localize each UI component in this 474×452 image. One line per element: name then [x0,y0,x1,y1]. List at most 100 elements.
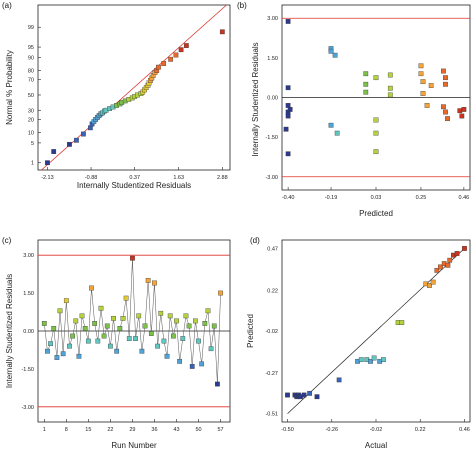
panel-d-point [462,246,467,251]
panel-a-xtick-label: 1.63 [173,175,184,181]
panel-a-point [219,29,225,35]
panel-b-point [373,75,379,81]
panel-c-xtick-label: 8 [65,427,68,433]
panel-b-ytick-label: 1.50 [267,56,278,62]
panel-b-xlabel: Predicted [359,209,393,218]
panel-c-point [208,346,214,352]
panel-c-point [126,336,132,341]
panel-b-ytick-label: -3.00 [265,175,278,181]
panel-c-point [120,315,126,321]
panel-a-frame [37,4,231,171]
panel-b-point [285,85,291,91]
panel-c-point [73,318,79,324]
panel-b-xtick-label: 0.46 [459,195,470,201]
panel-a-ytick-label: 50 [28,93,34,99]
panel-d-ytick-label: 0.22 [267,289,278,295]
panel-c-point [161,338,167,344]
panel-c-point [51,326,57,331]
panel-d-point [427,283,432,288]
panel-c-point [41,321,47,326]
panel-c-point [196,338,201,344]
panel-c-point [205,308,211,314]
panel-d-point [438,264,443,270]
panel-b-point [334,130,340,136]
panel-b-point [418,71,424,77]
panel-c-point [98,305,104,311]
panel-a-xtick-label: 2.88 [217,175,228,181]
panel-d-point [454,251,460,256]
panel-a-point [178,47,184,53]
panel-a-point [156,64,161,70]
panel-c-ylabel: Internally Studentized Residuals [5,274,14,388]
panel-b-point [387,72,393,78]
panel-b-point [373,130,379,136]
panel-d-xtick-label: 0.22 [415,427,426,433]
panel-a-ytick-label: 99 [28,25,34,31]
panel-c-point [199,361,205,367]
panel-c-point [218,290,223,296]
panel-b-point [445,116,450,122]
panel-d-point [434,267,440,273]
panel-c-point [186,323,192,329]
panel-c-point [180,336,186,341]
panel-b-point [424,103,430,108]
panel-c-point [45,348,50,354]
panel-b-point [420,91,426,96]
panel-c-point [193,318,198,324]
panel-b-point [457,108,463,114]
panel-c-xtick-label: 36 [151,427,157,433]
panel-c-point [48,341,53,347]
panel-d-xlabel: Actual [365,441,387,450]
panel-c-point [170,333,176,339]
panel-b-point [363,81,369,87]
panel-a-ytick-label: 95 [28,45,34,51]
panel-b-point [328,48,334,54]
panel-b-point [285,19,291,24]
panel-d-point [358,357,364,363]
panel-c-xtick-label: 43 [173,427,179,433]
panel-c-point [104,323,110,329]
panel-b-point [443,75,448,81]
panel-b-point [287,107,293,112]
panel-d-ytick-label: -0.51 [265,412,278,418]
panel-c-point [89,285,94,291]
panel-a-xtick-label: 0.37 [129,175,140,181]
panel-d-point [371,355,377,361]
panel-c-point [136,313,142,319]
panel-b-point [332,52,338,58]
panel-c-point [145,278,151,283]
panel-b-point [363,71,369,77]
panel-c-ytick-label: 3.00 [23,253,34,259]
panel-c-point [215,381,220,387]
panel-c-point [82,326,88,331]
panel-c-point [155,343,160,349]
panel-c-xtick-label: 57 [217,427,223,433]
panel-c-ytick-label: 0.00 [23,329,34,335]
panel-d-point [380,357,386,363]
panel-c-point [108,343,113,349]
panel-c-point [117,326,123,331]
panel-d-xtick-label: -0.26 [325,427,338,433]
panel-label-d: (d) [250,236,260,245]
panel-c-xlabel: Run Number [111,441,157,450]
panel-b-point [441,68,446,74]
panel-d-point [430,279,436,285]
panel-c-point [123,295,129,301]
panel-label-a: (a) [2,1,12,10]
panel-b-point [373,117,379,123]
panel-a-ytick-label: 1 [31,161,34,167]
panel-c-ytick-label: 1.50 [23,291,34,297]
panel-d-point [285,392,290,398]
panel-d-ylabel: Predicted [246,314,255,348]
panel-b-ytick-label: 3.00 [267,16,278,22]
panel-b-ytick-label: -1.50 [265,135,278,141]
panel-b-point [418,63,424,69]
panel-c-point [152,280,157,286]
panel-d-xtick-label: -0.50 [281,427,294,433]
panel-c-point [189,364,195,369]
panel-c-point [139,348,145,354]
panel-d-point [399,320,405,325]
panel-c-point [85,338,91,344]
panel-c-point [79,313,85,319]
panel-c-point [67,343,72,349]
